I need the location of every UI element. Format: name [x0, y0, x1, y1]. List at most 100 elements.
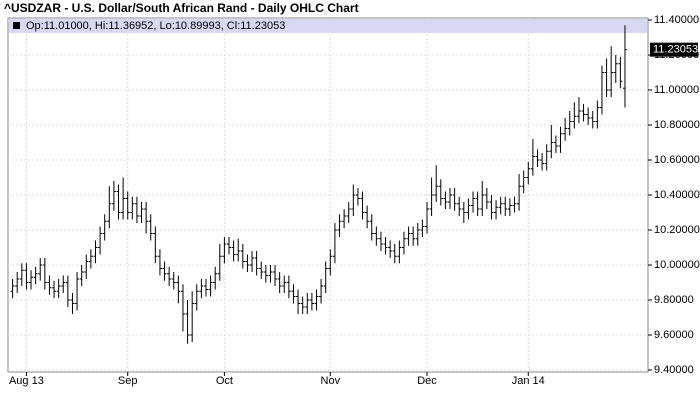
- y-tick-label: 10.20000: [654, 224, 700, 236]
- ohlc-bar: [503, 196, 508, 216]
- ohlc-bar: [56, 279, 61, 299]
- ohlc-bar: [277, 272, 282, 293]
- ohlc-bar: [595, 100, 600, 129]
- ohlc-bar: [530, 139, 535, 176]
- ohlc-bar: [424, 202, 429, 234]
- ohlc-bar: [15, 272, 20, 293]
- ohlc-bar: [355, 188, 360, 206]
- y-tick-label: 11.40000: [654, 14, 699, 26]
- ohlc-bar: [434, 165, 439, 202]
- ohlc-bar: [286, 275, 291, 299]
- ohlc-bar: [392, 244, 397, 264]
- ohlc-bar: [553, 135, 558, 153]
- info-text: Op:11.01000, Hi:11.36952, Lo:10.89993, C…: [26, 20, 285, 32]
- ohlc-bar: [273, 265, 278, 286]
- ohlc-bar: [121, 177, 126, 220]
- ohlc-bar: [388, 240, 393, 258]
- ohlc-bar: [111, 181, 116, 211]
- ohlc-bar: [52, 280, 57, 299]
- ohlc-bar: [480, 181, 485, 216]
- ohlc-bar: [328, 249, 333, 276]
- ohlc-bar: [484, 188, 489, 209]
- ohlc-bar: [563, 118, 568, 141]
- ohlc-bar: [153, 226, 158, 264]
- ohlc-bar: [526, 161, 531, 185]
- ohlc-bar: [535, 149, 540, 167]
- ohlc-bar: [609, 46, 614, 97]
- ohlc-bar: [332, 223, 337, 264]
- ohlc-bar: [507, 198, 512, 216]
- ohlc-bar: [406, 226, 411, 246]
- ohlc-bar: [227, 237, 232, 255]
- ohlc-bar: [38, 258, 43, 281]
- ohlc-bar: [466, 198, 471, 220]
- ohlc-bar: [448, 188, 453, 209]
- ohlc-bar: [231, 240, 236, 262]
- ohlc-bar: [144, 202, 149, 234]
- ohlc-bar: [84, 254, 89, 279]
- ohlc-bar: [167, 266, 172, 286]
- ohlc-bar: [461, 202, 466, 223]
- ohlc-bar: [75, 272, 80, 311]
- ohlc-bar: [33, 266, 38, 285]
- info-band: [9, 19, 647, 33]
- ohlc-bar: [590, 111, 595, 129]
- ohlc-bar: [498, 196, 503, 215]
- ohlc-bar: [475, 191, 480, 216]
- ohlc-bar: [323, 261, 328, 293]
- ohlc-bar: [383, 237, 388, 255]
- ohlc-bar: [586, 107, 591, 125]
- last-value-label: 11.23053: [653, 44, 698, 56]
- ohlc-bar: [452, 188, 457, 211]
- y-tick-label: 9.40000: [654, 364, 694, 376]
- ohlc-bar: [443, 191, 448, 209]
- ohlc-bar: [342, 209, 347, 229]
- ohlc-bar: [351, 184, 356, 216]
- chart-title: ^USDZAR - U.S. Dollar/South African Rand…: [4, 1, 359, 15]
- ohlc-bar: [622, 25, 627, 108]
- ohlc-bar: [171, 272, 176, 290]
- ohlc-bar: [19, 263, 24, 286]
- ohlc-bar: [263, 265, 268, 283]
- ohlc-bar: [489, 195, 494, 220]
- ohlc-bar: [79, 265, 84, 286]
- ohlc-bar: [540, 153, 545, 171]
- ohlc-bar: [512, 196, 517, 213]
- ohlc-bar: [10, 279, 15, 299]
- ohlc-bar: [102, 214, 107, 241]
- x-tick-label: Jan 14: [512, 375, 545, 387]
- ohlc-bar: [549, 125, 554, 159]
- ohlc-bar: [613, 55, 618, 83]
- ohlc-bar: [374, 226, 379, 246]
- ohlc-bar: [70, 293, 75, 314]
- ohlc-bar: [300, 296, 305, 314]
- y-tick-label: 10.00000: [654, 259, 700, 271]
- ohlc-bar: [107, 186, 112, 229]
- ohlc-bar: [305, 293, 310, 314]
- ohlc-bar: [618, 56, 623, 89]
- ohlc-bar: [576, 97, 581, 124]
- ohlc-bar: [471, 191, 476, 213]
- ohlc-bar: [314, 289, 319, 311]
- ohlc-bar: [222, 237, 227, 264]
- ohlc-bar: [42, 258, 47, 290]
- x-tick-label: Aug 13: [9, 375, 44, 387]
- ohlc-bar: [88, 249, 93, 269]
- ohlc-bar: [494, 200, 499, 220]
- last-value-box: [650, 42, 698, 57]
- ohlc-bar: [291, 284, 296, 304]
- ohlc-bar: [236, 238, 241, 262]
- ohlc-bar: [176, 275, 181, 304]
- ohlc-bar: [319, 279, 324, 304]
- ohlc-bar: [98, 226, 103, 255]
- y-tick-label: 10.60000: [654, 154, 700, 166]
- ohlc-bar: [24, 263, 29, 290]
- ohlc-bar: [185, 300, 190, 344]
- ohlc-bar: [29, 270, 34, 290]
- info-square: [13, 22, 20, 29]
- ohlc-bar: [296, 289, 301, 314]
- ohlc-bar: [190, 291, 195, 342]
- ohlc-bar: [139, 202, 144, 223]
- ohlc-bar: [194, 284, 199, 311]
